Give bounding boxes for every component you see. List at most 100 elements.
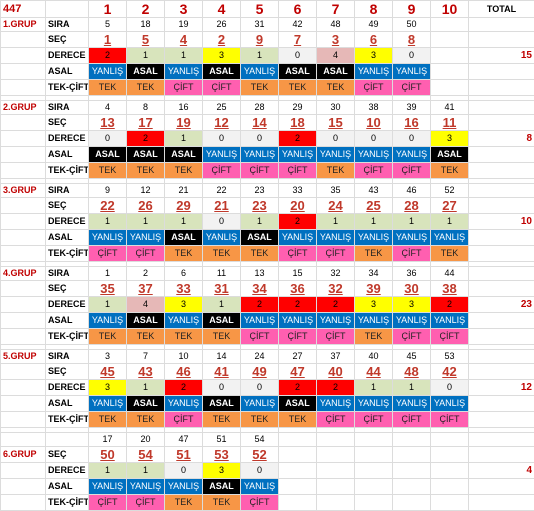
row-label: SEÇ xyxy=(46,32,89,48)
derece-cell: 0 xyxy=(89,131,127,147)
sec-cell xyxy=(355,447,393,463)
asal-cell: YANLIŞ xyxy=(393,147,431,163)
sec-cell xyxy=(393,447,431,463)
sira-cell: 29 xyxy=(279,101,317,115)
tek-cift-cell: TEK xyxy=(203,495,241,511)
asal-cell: YANLIŞ xyxy=(355,230,393,246)
column-number: 10 xyxy=(431,1,469,18)
group-label xyxy=(1,48,46,64)
asal-cell: YANLIŞ xyxy=(241,313,279,329)
asal-cell: YANLIŞ xyxy=(241,147,279,163)
row-label: ASAL xyxy=(46,147,89,163)
asal-cell: YANLIŞ xyxy=(241,479,279,495)
asal-cell: YANLIŞ xyxy=(89,230,127,246)
asal-cell: ASAL xyxy=(89,147,127,163)
group-label xyxy=(1,230,46,246)
group-total xyxy=(469,18,534,32)
derece-cell: 2 xyxy=(431,297,469,313)
tek-cift-cell: TEK xyxy=(279,80,317,96)
derece-cell: 1 xyxy=(127,48,165,64)
asal-cell: YANLIŞ xyxy=(127,230,165,246)
sec-cell: 7 xyxy=(279,32,317,48)
group-total xyxy=(469,412,534,428)
derece-cell: 0 xyxy=(279,48,317,64)
derece-cell: 2 xyxy=(241,297,279,313)
asal-cell: ASAL xyxy=(165,230,203,246)
sec-cell: 21 xyxy=(203,198,241,214)
derece-cell: 1 xyxy=(89,297,127,313)
derece-cell: 1 xyxy=(203,297,241,313)
group-label xyxy=(1,433,46,447)
asal-cell: ASAL xyxy=(127,396,165,412)
sec-cell: 18 xyxy=(279,115,317,131)
row-label: DERECE xyxy=(46,297,89,313)
derece-cell: 1 xyxy=(89,214,127,230)
asal-cell: YANLIŞ xyxy=(165,64,203,80)
asal-cell: YANLIŞ xyxy=(431,396,469,412)
derece-cell: 1 xyxy=(127,214,165,230)
asal-cell xyxy=(431,479,469,495)
column-number: 3 xyxy=(165,1,203,18)
asal-cell: YANLIŞ xyxy=(165,313,203,329)
tek-cift-cell: ÇİFT xyxy=(393,329,431,345)
sec-cell: 40 xyxy=(317,364,355,380)
sira-cell: 3 xyxy=(89,350,127,364)
group-label xyxy=(1,313,46,329)
asal-cell: YANLIŞ xyxy=(355,313,393,329)
sira-cell: 34 xyxy=(355,267,393,281)
sira-cell: 16 xyxy=(165,101,203,115)
asal-cell: YANLIŞ xyxy=(279,230,317,246)
tek-cift-cell: TEK xyxy=(355,329,393,345)
tek-cift-cell: ÇİFT xyxy=(165,80,203,96)
row-label: SIRA xyxy=(46,101,89,115)
group-total xyxy=(469,101,534,115)
tek-cift-cell: TEK xyxy=(127,80,165,96)
sec-cell: 10 xyxy=(355,115,393,131)
sec-cell: 46 xyxy=(165,364,203,380)
asal-cell: ASAL xyxy=(165,147,203,163)
sira-cell: 53 xyxy=(431,350,469,364)
column-number: 8 xyxy=(355,1,393,18)
sira-cell: 1 xyxy=(89,267,127,281)
asal-cell: YANLIŞ xyxy=(431,313,469,329)
sira-cell: 11 xyxy=(203,267,241,281)
asal-cell: YANLIŞ xyxy=(89,396,127,412)
sira-cell: 12 xyxy=(127,184,165,198)
tek-cift-cell: ÇİFT xyxy=(127,246,165,262)
row-label: DERECE xyxy=(46,48,89,64)
group-label xyxy=(1,246,46,262)
column-number: 5 xyxy=(241,1,279,18)
group-label: 6.GRUP xyxy=(1,447,46,463)
derece-cell: 3 xyxy=(355,48,393,64)
derece-cell: 2 xyxy=(317,297,355,313)
asal-cell: YANLIŞ xyxy=(355,147,393,163)
derece-cell: 0 xyxy=(165,463,203,479)
group-label xyxy=(1,80,46,96)
asal-cell: YANLIŞ xyxy=(241,396,279,412)
sira-cell xyxy=(431,433,469,447)
sira-cell: 30 xyxy=(317,101,355,115)
asal-cell: ASAL xyxy=(279,64,317,80)
sec-cell: 20 xyxy=(279,198,317,214)
tek-cift-cell: ÇİFT xyxy=(203,80,241,96)
sira-cell: 6 xyxy=(165,267,203,281)
sira-cell: 24 xyxy=(241,350,279,364)
row-label: ASAL xyxy=(46,64,89,80)
group-label xyxy=(1,412,46,428)
row-label: SIRA xyxy=(46,267,89,281)
sec-cell: 39 xyxy=(355,281,393,297)
group-label xyxy=(1,396,46,412)
asal-cell: YANLIŞ xyxy=(127,479,165,495)
asal-cell: YANLIŞ xyxy=(203,230,241,246)
group-total xyxy=(469,115,534,131)
row-label: DERECE xyxy=(46,463,89,479)
asal-cell: ASAL xyxy=(431,147,469,163)
row-label: TEK-ÇİFT xyxy=(46,495,89,511)
